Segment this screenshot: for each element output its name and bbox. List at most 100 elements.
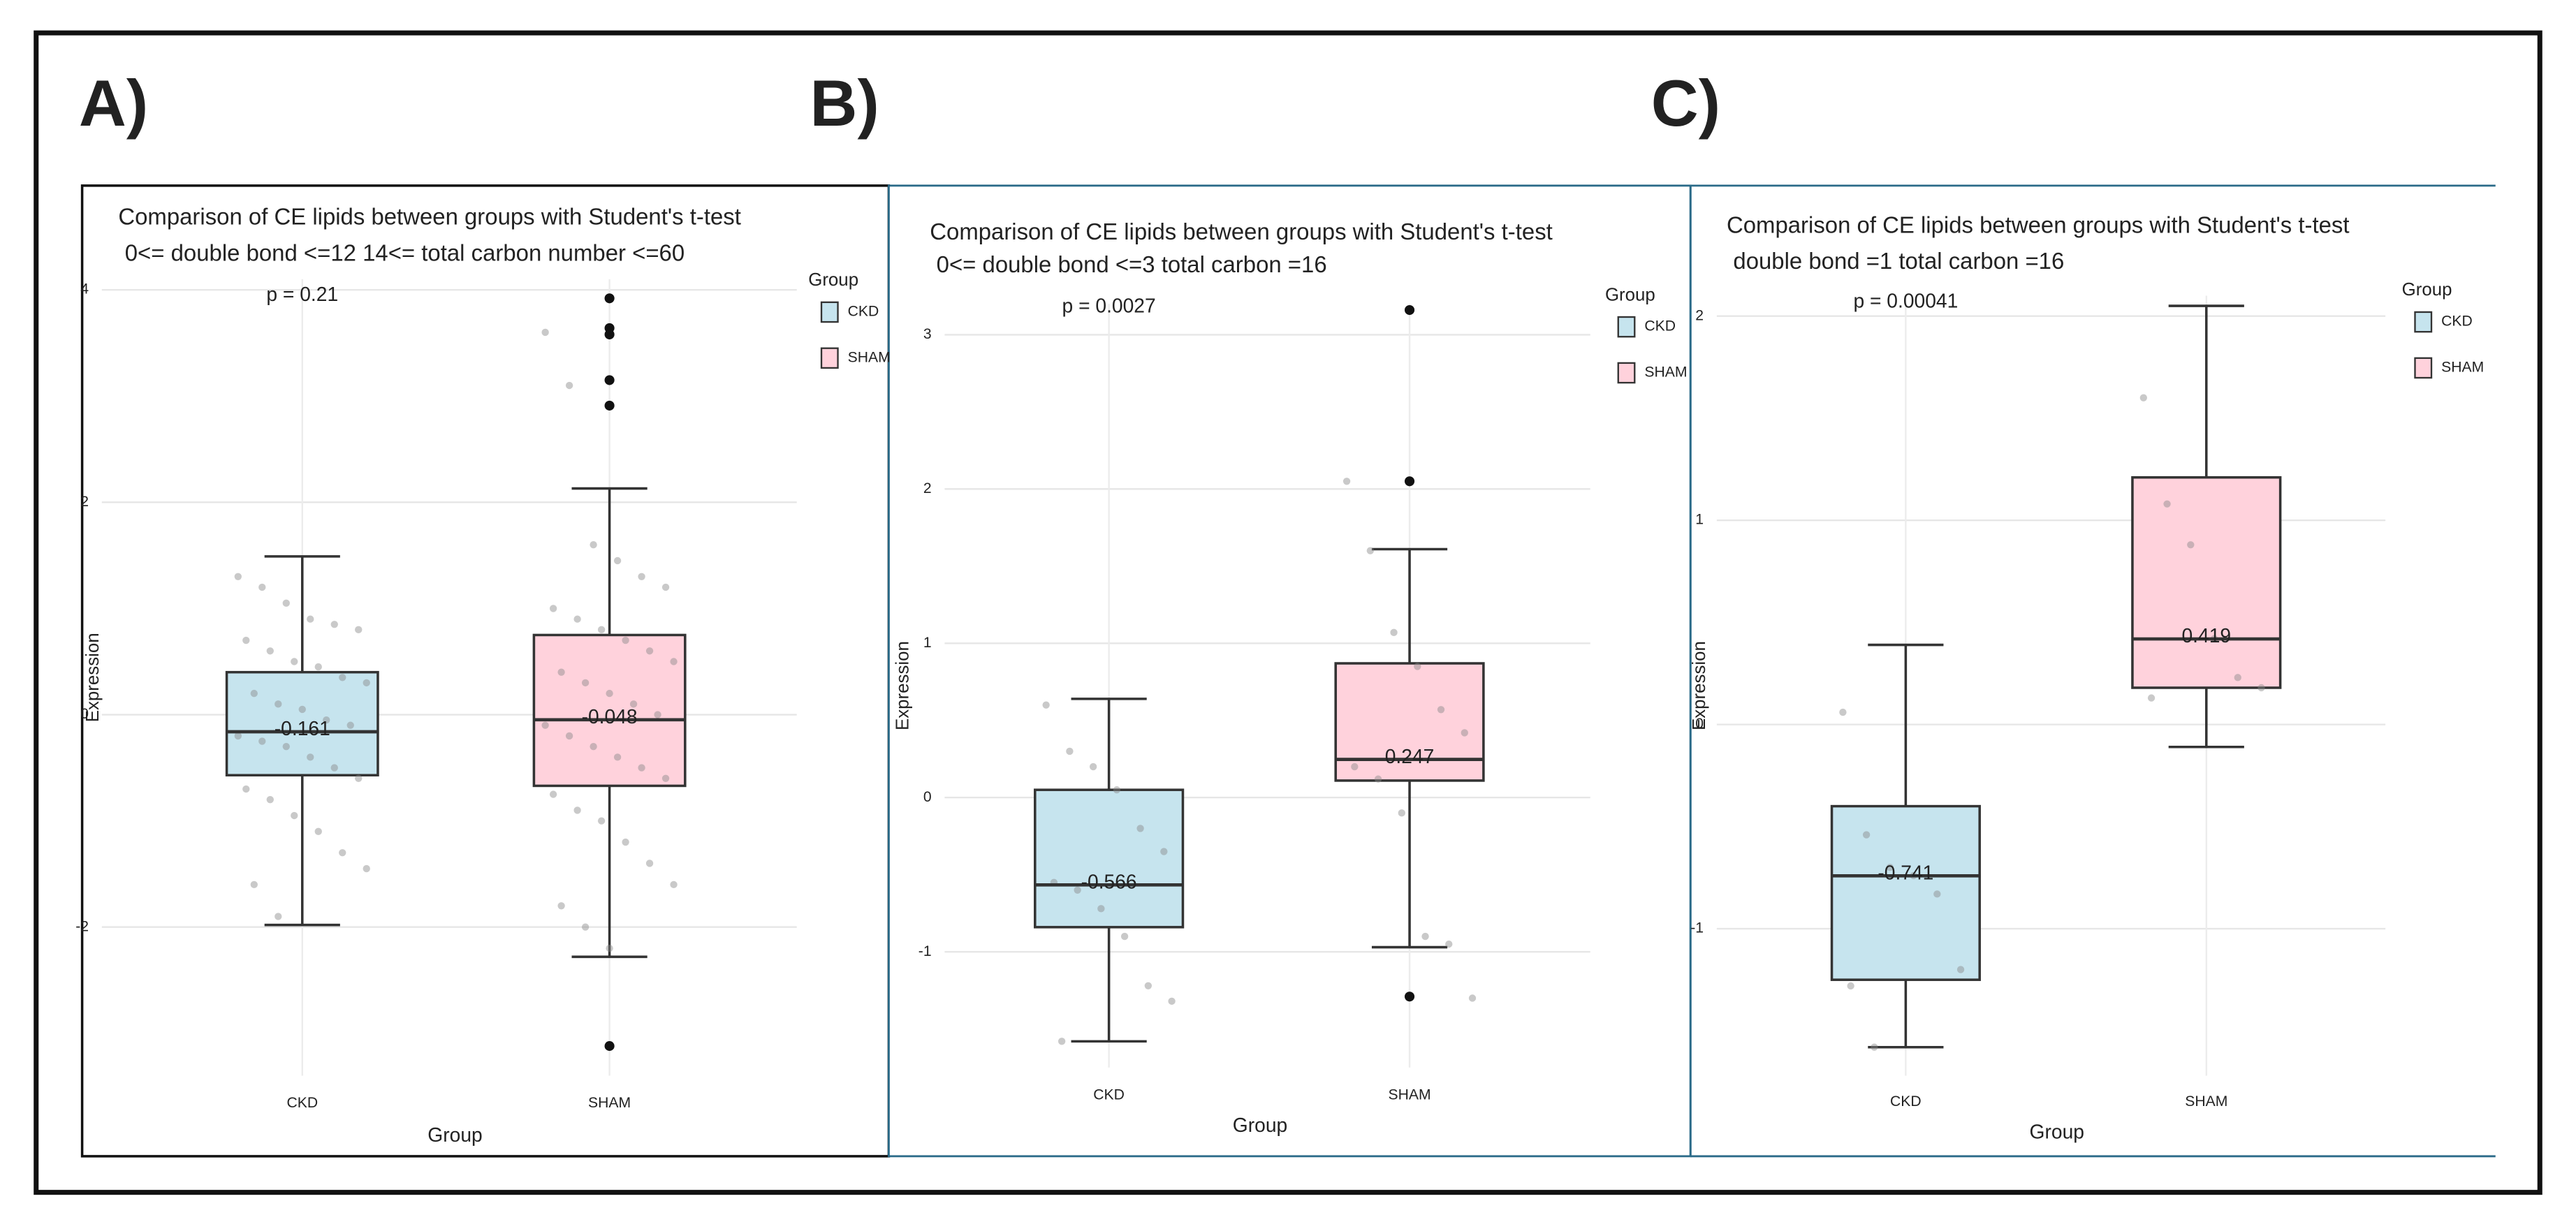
- data-point: [307, 615, 314, 623]
- data-point: [330, 621, 338, 628]
- data-point: [1398, 809, 1405, 817]
- data-point: [661, 583, 670, 591]
- data-point: [282, 599, 290, 607]
- data-point: [330, 764, 338, 772]
- data-point: [541, 721, 549, 729]
- data-point: [1066, 747, 1074, 755]
- data-point: [1113, 786, 1121, 794]
- x-axis-label: Group: [427, 1123, 482, 1146]
- data-point: [565, 732, 573, 740]
- data-point: [1074, 886, 1081, 894]
- legend-swatch: [2414, 311, 2433, 333]
- outlier: [1404, 992, 1415, 1002]
- legend-label: SHAM: [2441, 360, 2484, 376]
- data-point: [258, 583, 266, 591]
- data-point: [242, 785, 250, 793]
- legend-swatch: [820, 347, 839, 369]
- x-tick-label: CKD: [286, 1095, 318, 1111]
- data-point: [307, 753, 314, 761]
- chart-subtitle: 0<= double bond <=3 total carbon =16: [937, 251, 1327, 277]
- outlier: [1404, 304, 1415, 316]
- y-axis-label: Expression: [1690, 641, 1709, 730]
- data-point: [557, 902, 565, 910]
- data-point: [266, 647, 274, 655]
- data-point: [275, 700, 282, 708]
- data-point: [1058, 1038, 1066, 1045]
- x-tick-label: SHAM: [2185, 1093, 2227, 1110]
- data-point: [234, 573, 242, 580]
- chart-subtitle: 0<= double bond <=12 14<= total carbon n…: [125, 239, 685, 265]
- data-point: [1120, 932, 1129, 941]
- data-point: [549, 790, 557, 798]
- data-point: [363, 864, 370, 873]
- panel-frame: [888, 184, 1692, 1158]
- chart-title: Comparison of CE lipids between groups w…: [118, 204, 741, 230]
- data-point: [355, 626, 363, 634]
- data-point: [638, 573, 645, 580]
- data-point: [1168, 997, 1176, 1005]
- legend-swatch: [2414, 357, 2433, 379]
- data-point: [638, 764, 645, 772]
- y-tick-label: 4: [80, 281, 89, 297]
- data-point: [250, 689, 258, 698]
- y-axis-label: Expression: [83, 633, 103, 722]
- legend-title: Group: [2402, 280, 2452, 300]
- data-point: [1461, 729, 1468, 737]
- data-point: [355, 774, 363, 782]
- annotation: p = 0.00041: [1853, 289, 1958, 311]
- outlier: [604, 293, 615, 304]
- data-point: [1933, 890, 1941, 898]
- data-point: [1390, 628, 1398, 636]
- y-tick-label: -2: [75, 918, 89, 934]
- data-point: [1956, 966, 1965, 973]
- y-tick-label: 0: [80, 706, 89, 722]
- data-point: [541, 328, 549, 337]
- data-point: [590, 742, 597, 751]
- data-point: [323, 716, 330, 724]
- y-tick-label: 2: [1695, 307, 1704, 323]
- legend-label: CKD: [1644, 318, 1676, 334]
- outlier: [604, 400, 615, 411]
- data-point: [1414, 663, 1421, 670]
- data-point: [2147, 694, 2156, 702]
- legend-swatch: [1617, 362, 1636, 384]
- legend-swatch: [1617, 316, 1636, 338]
- data-point: [590, 540, 597, 549]
- data-point: [1445, 940, 1453, 948]
- legend-title: Group: [1605, 285, 1655, 304]
- data-point: [622, 636, 629, 644]
- data-point: [1366, 547, 1374, 554]
- x-tick-label: SHAM: [588, 1095, 631, 1111]
- legend-label: SHAM: [1644, 364, 1687, 381]
- median-label: 0.419: [2181, 624, 2231, 647]
- median-label: -0.161: [275, 717, 330, 739]
- box: [532, 633, 687, 788]
- data-point: [242, 636, 250, 644]
- data-point: [2139, 394, 2147, 401]
- data-point: [622, 838, 629, 846]
- median-label: -0.566: [1081, 870, 1137, 892]
- data-point: [1042, 701, 1050, 709]
- data-point: [258, 737, 266, 745]
- data-point: [298, 705, 306, 714]
- panel-frame: [1689, 184, 2496, 1158]
- data-point: [581, 923, 590, 931]
- y-tick-label: 1: [923, 635, 932, 651]
- data-point: [266, 796, 274, 804]
- outlier: [604, 1041, 615, 1052]
- box: [1830, 804, 1981, 981]
- data-point: [2234, 674, 2241, 681]
- data-point: [1839, 708, 1847, 716]
- panel-label: A): [79, 66, 148, 140]
- y-tick-label: 0: [1695, 716, 1704, 732]
- legend-label: CKD: [2441, 314, 2473, 330]
- data-point: [1886, 864, 1894, 871]
- chart-subtitle: double bond =1 total carbon =16: [1733, 248, 2064, 274]
- data-point: [1862, 831, 1871, 839]
- legend-swatch: [820, 301, 839, 323]
- data-point: [282, 742, 290, 751]
- data-point: [606, 944, 613, 952]
- data-point: [291, 811, 298, 820]
- x-tick-label: CKD: [1890, 1093, 1922, 1110]
